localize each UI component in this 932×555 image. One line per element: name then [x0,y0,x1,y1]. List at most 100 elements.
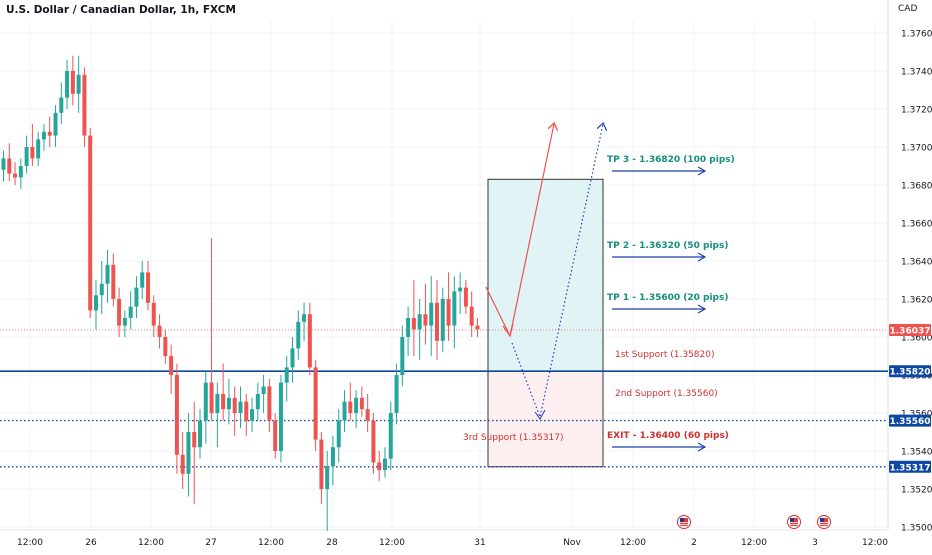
flag-canton [820,518,824,522]
y-tick-label: 1.35000 [901,524,932,534]
us-flag-icon[interactable] [817,515,831,529]
candle-body [157,325,162,337]
candle-body [365,409,370,421]
current-price-badge: 1.36037 [890,326,931,336]
candle-body [111,264,116,299]
y-tick-label: 1.37400 [901,68,932,78]
candle-body [382,458,387,470]
candle-body [261,386,266,394]
candle-body [296,321,301,349]
candle-body [313,367,318,440]
candle-body [244,401,249,421]
candle-body [7,158,12,174]
support-label: 2nd Support (1.35560) [615,389,718,399]
candle-body [423,314,428,326]
candle-body [325,466,330,489]
candle-body [53,112,58,136]
stop-zone-box [487,370,604,468]
candle-body [146,272,150,303]
target-label: EXIT - 1.36400 (60 pips) [607,431,729,441]
candle-body [41,131,46,140]
level-badge: 1.35820 [890,368,931,378]
y-tick-label: 1.37200 [901,106,932,116]
y-tick-label: 1.35400 [901,448,932,458]
x-tick-label: Nov [563,538,581,548]
candle-body [99,283,104,296]
y-tick-label: 1.36800 [901,182,932,192]
support-label: 3rd Support (1.35317) [463,433,564,443]
x-tick-label: 2 [691,538,697,548]
x-tick-label: 3 [812,538,818,548]
candle-body [452,291,457,326]
candle-body [330,447,335,467]
candle-body [394,375,399,413]
candle-body [215,394,220,413]
y-tick-label: 1.35600 [901,410,932,420]
y-tick-label: 1.36000 [901,334,932,344]
candle-body [76,74,81,94]
candle-body [429,302,434,326]
candle-body [163,337,168,356]
x-tick-label: 28 [326,538,338,548]
candle-body [117,299,122,326]
y-tick-label: 1.37600 [901,30,932,40]
x-tick-label: 12:00 [379,538,405,548]
candle-body [30,147,35,159]
candle-body [174,375,179,455]
projection-dotted-head [534,409,546,420]
level-badge-bg [889,414,931,427]
us-flag-icon[interactable] [787,515,801,529]
candle-body [319,439,324,489]
candle-body [359,397,364,410]
candle-body [302,314,307,322]
candle-body [284,367,289,383]
candle-body [377,462,382,470]
level-badge: 1.35317 [890,463,931,473]
candle-body [255,394,260,410]
candle-body [458,287,463,292]
candle-body [371,420,376,463]
target-label: TP 2 - 1.36320 (50 pips) [607,241,728,251]
candles [1,55,480,531]
candle-body [411,318,416,330]
y-tick-label: 1.36200 [901,296,932,306]
target-arrow-head [697,304,707,314]
candle-body [122,318,127,326]
flag-canton [680,518,684,522]
candle-body [36,139,41,159]
candle-body [278,382,283,451]
x-tick-label: 12:00 [741,538,767,548]
y-tick-label: 1.37000 [901,144,932,154]
candle-body [169,356,174,375]
candle-body [24,147,29,166]
candle-body [290,348,295,368]
candle-body [273,420,278,451]
us-flag-icon[interactable] [677,515,691,529]
x-tick-label: 12:00 [17,538,43,548]
projection-pullback-head [502,323,514,338]
x-tick-label: 12:00 [138,538,164,548]
candle-body [267,386,272,421]
current-price-badge-bg [889,323,931,336]
candle-body [238,401,243,413]
candle-body [18,166,23,178]
candle-body [128,306,133,318]
candle-body [388,413,393,459]
candle-body [65,71,70,98]
candle-body [342,401,347,421]
candle-body [13,173,18,178]
candle-body [88,135,93,311]
candle-body [186,432,191,474]
candle-body [406,318,411,337]
target-arrow-head [697,166,707,176]
candle-body [475,325,480,330]
candle-body [226,397,231,410]
candle-body [348,401,353,413]
candle-body [82,74,87,136]
candle-body [354,397,359,413]
y-tick-label: 1.36400 [901,258,932,268]
candle-body [47,131,52,136]
